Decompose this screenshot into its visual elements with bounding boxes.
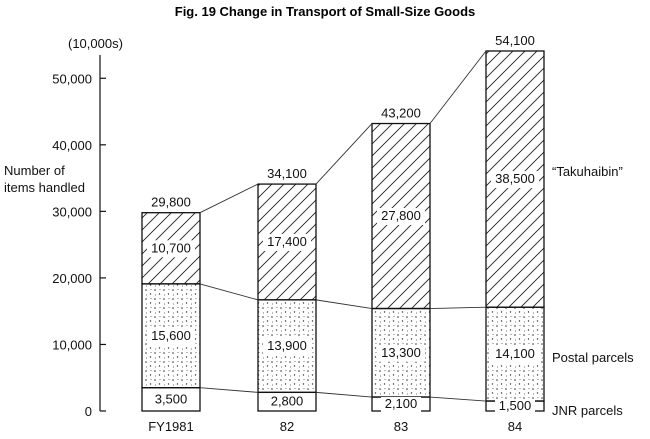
- segment-value-label: 1,500: [499, 398, 532, 413]
- connector-line: [199, 183, 259, 214]
- segment-value-label: 17,400: [267, 234, 307, 249]
- label-backdrop: [263, 233, 311, 251]
- connector-line: [199, 283, 259, 301]
- total-value-label: 54,100: [495, 33, 535, 48]
- label-backdrop: [151, 392, 191, 408]
- connector-line: [429, 306, 487, 309]
- series-labels: JNR parcels Postal parcels “Takuhaibin”: [552, 164, 634, 418]
- series-label: JNR parcels: [552, 403, 623, 418]
- total-value-label: 43,200: [381, 106, 421, 121]
- connector-line: [315, 299, 373, 309]
- connector-lines: [199, 50, 487, 402]
- label-backdrop: [491, 171, 539, 189]
- label-backdrop: [147, 327, 195, 345]
- segment-value-label: 13,900: [267, 338, 307, 353]
- y-tick-label: 10,000: [52, 337, 92, 352]
- y-tick-label: 20,000: [52, 271, 92, 286]
- chart-title: Fig. 19 Change in Transport of Small-Siz…: [175, 4, 476, 19]
- connector-line: [199, 387, 259, 393]
- connector-line: [315, 123, 373, 185]
- y-tick-label: 40,000: [52, 138, 92, 153]
- label-backdrop: [381, 397, 421, 413]
- label-backdrop: [263, 338, 311, 356]
- series-label: “Takuhaibin”: [552, 164, 623, 179]
- segment-value-label: 13,300: [381, 345, 421, 360]
- label-backdrop: [377, 208, 425, 226]
- y-tick-label: 0: [85, 404, 92, 419]
- y-unit-label: (10,000s): [68, 36, 123, 51]
- y-tick-label: 30,000: [52, 204, 92, 219]
- label-backdrop: [267, 394, 307, 410]
- segment-value-label: 14,100: [495, 346, 535, 361]
- connector-line: [315, 391, 373, 398]
- segment-value-label: 38,500: [495, 171, 535, 186]
- segment-value-label: 15,600: [151, 328, 191, 343]
- label-backdrop: [491, 346, 539, 364]
- total-value-label: 29,800: [151, 195, 191, 210]
- y-axis-label-line2: items handled: [4, 180, 85, 195]
- label-backdrop: [147, 240, 195, 258]
- segment-value-label: 27,800: [381, 208, 421, 223]
- bars-group: [141, 50, 545, 412]
- label-backdrop: [377, 344, 425, 362]
- segment-value-label: 2,100: [385, 396, 418, 411]
- segment-value-label: 3,500: [155, 391, 188, 406]
- connector-line: [429, 50, 487, 124]
- segment-value-label: 2,800: [271, 394, 304, 409]
- label-backdrop: [495, 399, 535, 415]
- y-axis-ticks: 0 10,000 20,000 30,000 40,000 50,000: [52, 71, 106, 419]
- x-tick-label: 84: [508, 419, 522, 434]
- y-tick-label: 50,000: [52, 71, 92, 86]
- y-axis-label-line1: Number of: [4, 163, 65, 178]
- connector-line: [429, 396, 487, 402]
- bar-labels-group: 3,500 15,600 10,700 29,800 FY1981 2,800 13,900…: [147, 33, 539, 434]
- x-tick-label: FY1981: [148, 419, 194, 434]
- x-tick-label: 83: [394, 419, 408, 434]
- x-tick-label: 82: [280, 419, 294, 434]
- segment-value-label: 10,700: [151, 240, 191, 255]
- total-value-label: 34,100: [267, 166, 307, 181]
- series-label: Postal parcels: [552, 350, 634, 365]
